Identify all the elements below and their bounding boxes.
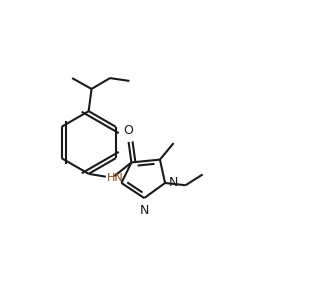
- Text: O: O: [124, 124, 133, 137]
- Text: N: N: [139, 204, 149, 217]
- Text: N: N: [169, 176, 178, 189]
- Text: HN: HN: [107, 173, 124, 183]
